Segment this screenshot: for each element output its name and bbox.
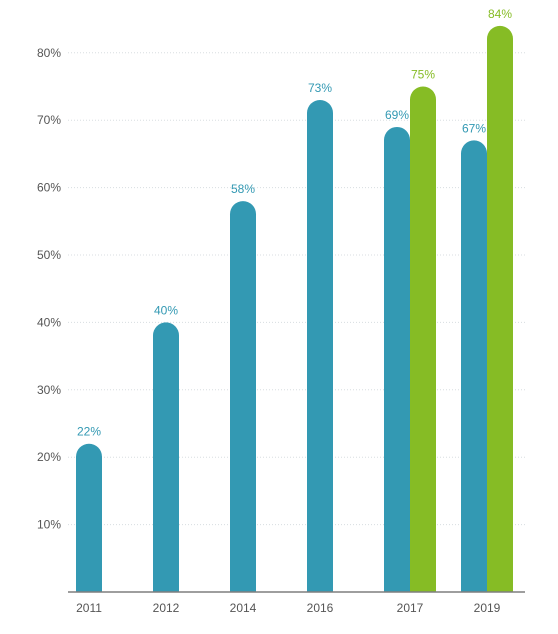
x-tick-label: 2017 [397,601,424,615]
data-label: 84% [488,7,512,21]
data-label: 73% [308,81,332,95]
bar-2019-series-1 [461,140,487,593]
grid-lines [68,52,525,526]
x-tick-label: 2012 [153,601,180,615]
data-label: 40% [154,303,178,317]
y-axis-tick-labels: 10% 20% 30% 40% 50% 60% 70% 80% [37,46,61,532]
y-tick-label: 20% [37,450,61,464]
data-label: 67% [462,121,486,135]
bar-2017-series-1 [384,126,410,593]
y-tick-label: 40% [37,315,61,329]
bar-2016-series-1 [307,99,333,592]
y-tick-label: 30% [37,383,61,397]
bar-2019-series-2 [487,25,513,592]
x-tick-label: 2016 [307,601,334,615]
y-tick-label: 70% [37,113,61,127]
x-axis-tick-labels: 2011 2012 2014 2016 2017 2019 [76,601,501,615]
y-tick-label: 80% [37,46,61,60]
data-label: 69% [385,108,409,122]
y-tick-label: 60% [37,181,61,195]
x-tick-label: 2011 [76,601,102,615]
y-tick-label: 50% [37,248,61,262]
bars [76,25,513,593]
data-label: 22% [77,425,101,439]
bar-2011-series-1 [76,443,102,592]
data-label: 58% [231,182,255,196]
bar-2017-series-2 [410,86,436,592]
data-label: 75% [411,68,435,82]
x-tick-label: 2014 [230,601,257,615]
data-labels: 22% 40% 58% 73% 69% 75% 67% 84% [77,7,512,439]
x-tick-label: 2019 [474,601,501,615]
bar-2012-series-1 [153,322,179,592]
y-tick-label: 10% [37,518,61,532]
bar-2014-series-1 [230,201,256,592]
